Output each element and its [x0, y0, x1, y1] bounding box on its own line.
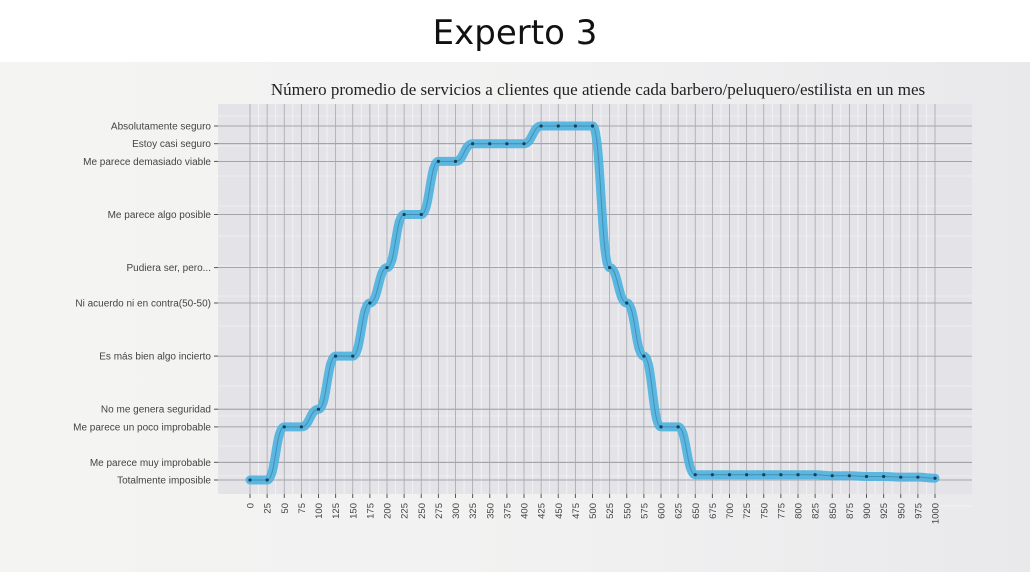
data-point	[899, 476, 902, 479]
x-tick-label: 475	[571, 503, 582, 519]
data-point	[266, 478, 269, 481]
x-tick-label: 325	[468, 503, 479, 519]
data-point	[283, 425, 286, 428]
data-point	[334, 355, 337, 358]
x-tick-label: 425	[537, 503, 548, 519]
x-tick-label: 1000	[931, 503, 942, 524]
y-tick-label: Es más bien algo incierto	[99, 352, 211, 363]
data-point	[591, 124, 594, 127]
x-tick-label: 500	[588, 503, 599, 519]
data-point	[796, 473, 799, 476]
data-point	[642, 355, 645, 358]
data-point	[865, 475, 868, 478]
data-point	[916, 476, 919, 479]
x-tick-label: 575	[639, 503, 650, 519]
x-tick-label: 875	[845, 503, 856, 519]
chart-title: Número promedio de servicios a clientes …	[271, 80, 925, 99]
x-tick-label: 175	[365, 503, 376, 519]
x-tick-label: 275	[434, 503, 445, 519]
y-tick-label: Absolutamente seguro	[111, 122, 212, 133]
y-tick-label: Ni acuerdo ni en contra(50-50)	[75, 299, 211, 310]
data-point	[317, 408, 320, 411]
x-tick-label: 50	[280, 503, 291, 514]
y-tick-label: Estoy casi seguro	[132, 139, 211, 150]
y-tick-label: Me parece demasiado viable	[83, 157, 211, 168]
x-tick-label: 775	[776, 503, 787, 519]
data-point	[471, 142, 474, 145]
x-tick-label: 375	[502, 503, 513, 519]
x-tick-label: 0	[246, 503, 257, 508]
x-axis: 0 25 50 75 100 125 150 175 200 225 250 275 300 325 350…	[246, 494, 942, 524]
data-point	[505, 142, 508, 145]
x-tick-label: 25	[263, 503, 274, 514]
data-point	[403, 213, 406, 216]
x-tick-label: 300	[451, 503, 462, 519]
data-point	[711, 473, 714, 476]
x-tick-label: 900	[862, 503, 873, 519]
data-point	[368, 301, 371, 304]
data-point	[454, 160, 457, 163]
y-tick-label: Me parece un poco improbable	[73, 422, 211, 433]
data-point	[694, 473, 697, 476]
x-tick-label: 925	[879, 503, 890, 519]
x-tick-label: 600	[657, 503, 668, 519]
x-tick-label: 450	[554, 503, 565, 519]
data-point	[540, 124, 543, 127]
data-point	[677, 425, 680, 428]
data-point	[625, 301, 628, 304]
x-tick-label: 525	[605, 503, 616, 519]
x-tick-label: 725	[742, 503, 753, 519]
y-tick-label: No me genera seguridad	[101, 405, 211, 416]
data-point	[814, 473, 817, 476]
data-point	[608, 266, 611, 269]
data-point	[300, 425, 303, 428]
data-point	[728, 473, 731, 476]
data-point	[385, 266, 388, 269]
x-tick-label: 150	[348, 503, 359, 519]
data-point	[779, 473, 782, 476]
data-point	[351, 355, 354, 358]
data-point	[745, 473, 748, 476]
x-tick-label: 750	[759, 503, 770, 519]
data-point	[437, 160, 440, 163]
data-point	[557, 124, 560, 127]
x-tick-label: 975	[913, 503, 924, 519]
x-tick-label: 825	[811, 503, 822, 519]
x-tick-label: 225	[400, 503, 411, 519]
x-tick-label: 700	[725, 503, 736, 519]
data-point	[488, 142, 491, 145]
x-tick-label: 675	[708, 503, 719, 519]
x-tick-label: 250	[417, 503, 428, 519]
x-tick-label: 125	[331, 503, 342, 519]
data-point	[831, 474, 834, 477]
data-point	[574, 124, 577, 127]
data-point	[882, 475, 885, 478]
x-tick-label: 800	[794, 503, 805, 519]
data-point	[659, 425, 662, 428]
x-tick-label: 400	[520, 503, 531, 519]
y-tick-label: Totalmente imposible	[117, 476, 211, 487]
data-point	[522, 142, 525, 145]
data-point	[420, 213, 423, 216]
x-tick-label: 75	[297, 503, 308, 514]
x-tick-label: 350	[485, 503, 496, 519]
y-tick-label: Me parece muy improbable	[90, 458, 212, 469]
data-point	[933, 477, 936, 480]
y-axis: Totalmente imposible Me parece muy improb…	[73, 122, 218, 487]
x-tick-label: 550	[622, 503, 633, 519]
data-point	[762, 473, 765, 476]
x-tick-label: 200	[383, 503, 394, 519]
x-tick-label: 100	[314, 503, 325, 519]
data-point	[248, 478, 251, 481]
x-tick-label: 625	[674, 503, 685, 519]
x-tick-label: 850	[828, 503, 839, 519]
y-tick-label: Me parece algo posible	[108, 210, 212, 221]
x-tick-label: 950	[896, 503, 907, 519]
y-tick-label: Pudiera ser, pero...	[127, 263, 212, 274]
data-point	[848, 474, 851, 477]
x-tick-label: 650	[691, 503, 702, 519]
